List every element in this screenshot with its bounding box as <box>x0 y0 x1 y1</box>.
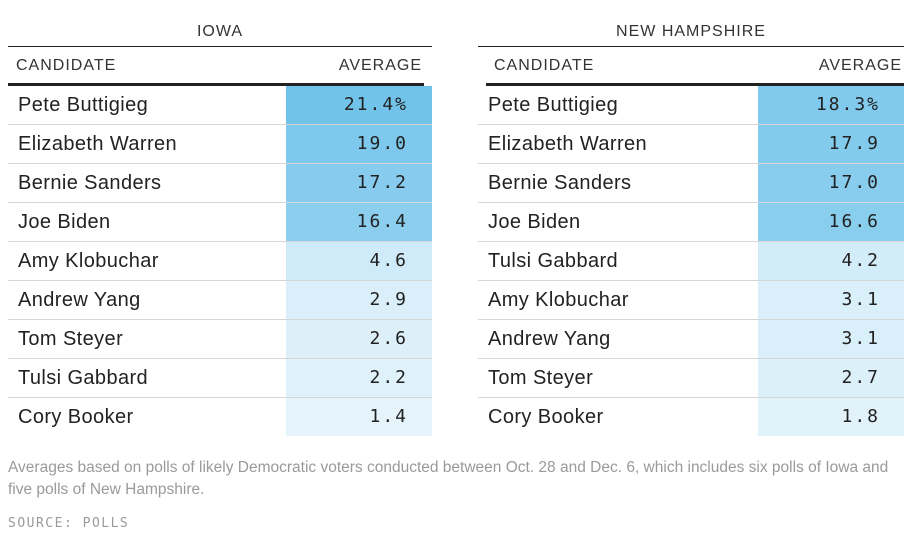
table-row: Tulsi Gabbard 4.2 <box>478 242 904 281</box>
table-row: Pete Buttigieg 18.3% <box>478 86 904 125</box>
table-row: Bernie Sanders 17.2 <box>8 164 432 203</box>
average-value-cell: 17.9 <box>758 125 904 163</box>
candidate-name: Tulsi Gabbard <box>488 250 619 272</box>
average-value-cell: 2.2 <box>286 359 432 397</box>
candidate-name: Elizabeth Warren <box>18 133 178 155</box>
table-header: CANDIDATE AVERAGE <box>486 47 904 86</box>
candidate-name: Cory Booker <box>488 406 604 428</box>
title-rule <box>478 46 904 47</box>
candidate-name: Bernie Sanders <box>488 172 632 194</box>
candidate-name: Tulsi Gabbard <box>18 367 149 389</box>
table-body: Pete Buttigieg 18.3% Elizabeth Warren 17.9 B… <box>478 86 904 436</box>
header-average: AVERAGE <box>818 57 902 74</box>
header-candidate: CANDIDATE <box>16 57 117 74</box>
candidate-name: Tom Steyer <box>488 367 594 389</box>
candidate-name: Amy Klobuchar <box>18 250 159 272</box>
average-value-cell: 17.0 <box>758 164 904 202</box>
table-body: Pete Buttigieg 21.4% Elizabeth Warren 19.0 B… <box>8 86 432 436</box>
table-row: Cory Booker 1.8 <box>478 398 904 436</box>
table-row: Amy Klobuchar 3.1 <box>478 281 904 320</box>
candidate-name: Bernie Sanders <box>18 172 162 194</box>
candidate-name: Tom Steyer <box>18 328 124 350</box>
average-value-cell: 4.6 <box>286 242 432 280</box>
header-candidate: CANDIDATE <box>494 57 595 74</box>
average-value-cell: 18.3% <box>758 86 904 124</box>
table-row: Tom Steyer 2.7 <box>478 359 904 398</box>
candidate-name: Elizabeth Warren <box>488 133 648 155</box>
table-row: Joe Biden 16.6 <box>478 203 904 242</box>
table-row: Elizabeth Warren 17.9 <box>478 125 904 164</box>
table-row: Pete Buttigieg 21.4% <box>8 86 432 125</box>
candidate-name: Andrew Yang <box>488 328 611 350</box>
footnote: Averages based on polls of likely Democr… <box>8 459 889 498</box>
candidate-name: Joe Biden <box>18 211 111 233</box>
average-value-cell: 16.4 <box>286 203 432 241</box>
source-note: SOURCE: POLLS <box>8 516 130 531</box>
table-row: Elizabeth Warren 19.0 <box>8 125 432 164</box>
average-value-cell: 2.9 <box>286 281 432 319</box>
table-row: Tom Steyer 2.6 <box>8 320 432 359</box>
average-value-cell: 19.0 <box>286 125 432 163</box>
table-row: Amy Klobuchar 4.6 <box>8 242 432 281</box>
average-value-cell: 4.2 <box>758 242 904 280</box>
average-value-cell: 2.6 <box>286 320 432 358</box>
table-row: Bernie Sanders 17.0 <box>478 164 904 203</box>
average-value-cell: 2.7 <box>758 359 904 397</box>
header-average: AVERAGE <box>338 57 422 74</box>
candidate-name: Amy Klobuchar <box>488 289 629 311</box>
average-value-cell: 17.2 <box>286 164 432 202</box>
candidate-name: Andrew Yang <box>18 289 141 311</box>
average-value-cell: 3.1 <box>758 320 904 358</box>
table-title: NEW HAMPSHIRE <box>616 23 766 40</box>
candidate-name: Pete Buttigieg <box>18 94 149 116</box>
average-value-cell: 16.6 <box>758 203 904 241</box>
table-row: Cory Booker 1.4 <box>8 398 432 436</box>
candidate-name: Pete Buttigieg <box>488 94 619 116</box>
table-row: Andrew Yang 2.9 <box>8 281 432 320</box>
table-row: Andrew Yang 3.1 <box>478 320 904 359</box>
title-rule <box>8 46 432 47</box>
candidate-name: Joe Biden <box>488 211 581 233</box>
average-value-cell: 1.8 <box>758 398 904 436</box>
average-value-cell: 21.4% <box>286 86 432 124</box>
table-row: Joe Biden 16.4 <box>8 203 432 242</box>
table-title: IOWA <box>196 23 244 40</box>
average-value-cell: 3.1 <box>758 281 904 319</box>
iowa-table: IOWA CANDIDATE AVERAGE Pete Buttigieg 21.… <box>8 20 432 436</box>
table-row: Tulsi Gabbard 2.2 <box>8 359 432 398</box>
candidate-name: Cory Booker <box>18 406 134 428</box>
new-hampshire-table: NEW HAMPSHIRE CANDIDATE AVERAGE Pete But… <box>478 20 904 436</box>
average-value-cell: 1.4 <box>286 398 432 436</box>
table-header: CANDIDATE AVERAGE <box>8 47 424 86</box>
